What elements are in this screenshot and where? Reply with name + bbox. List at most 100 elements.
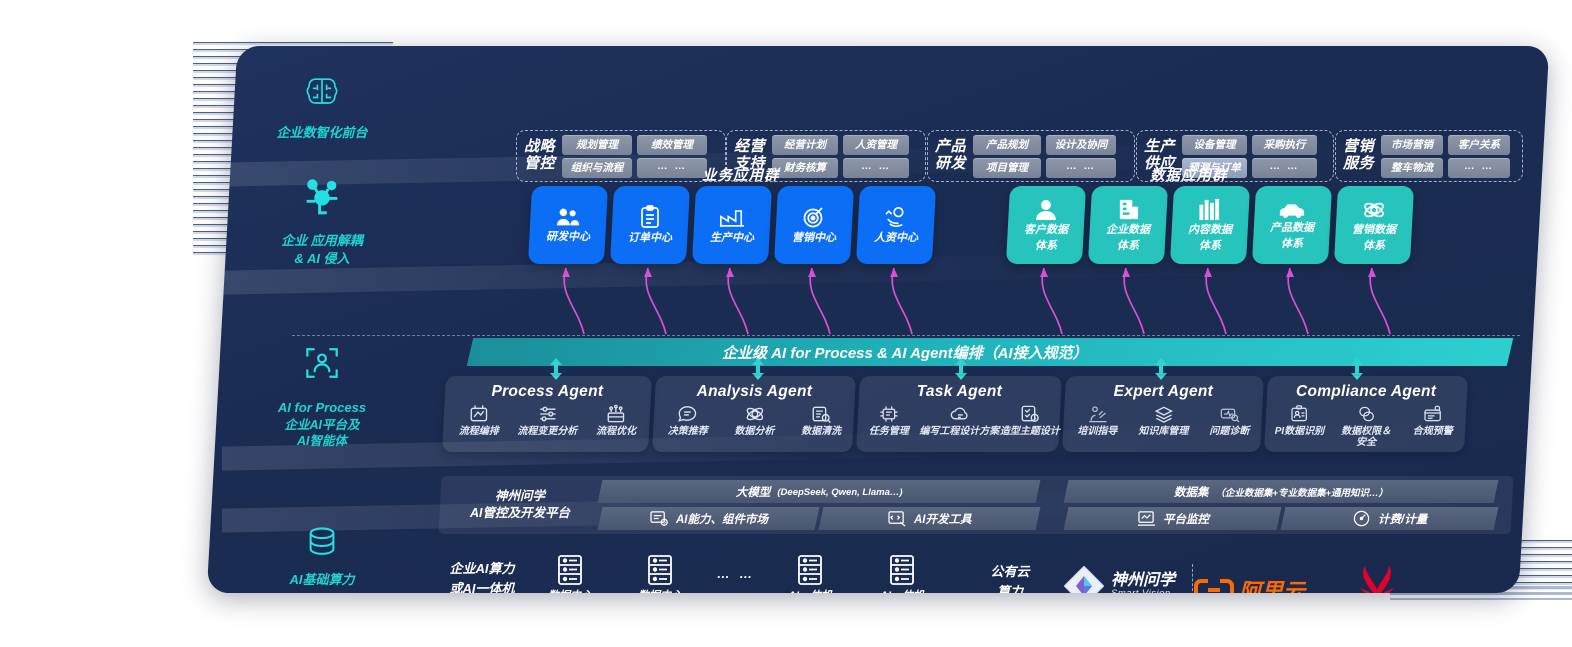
server-icon [798,555,822,585]
group-item[interactable]: 人资管理 [843,134,910,155]
app-card-order-center[interactable]: 订单中心 [609,186,691,264]
agent-item[interactable]: 数据权限＆安全 [1333,404,1400,448]
dataset-label: 数据集 [1173,486,1209,499]
ai-platform-strip: 神州问学 AI管控及开发平台 大模型 (DeepSeek, Qwen, Llam… [438,476,1514,534]
agent-card-process[interactable]: Process Agent 流程编排 流程变更分析 流程优化 [442,376,652,452]
group-item[interactable]: 项目管理 [973,157,1042,178]
data-card-enterprise[interactable]: 企业数据 体系 [1087,186,1169,264]
group-item[interactable]: 采购执行 [1252,134,1318,155]
agent-item[interactable]: 决策推荐 [654,404,721,437]
group-item[interactable]: 组织与流程 [562,157,633,178]
dev-tools-bar[interactable]: AI开发工具 [818,507,1041,530]
group-item[interactable]: 绩效管理 [637,134,708,155]
agent-item[interactable]: 数据清洗 [788,404,855,437]
platform-monitor-bar[interactable]: 平台监控 [1063,507,1282,530]
data-card-customer[interactable]: 客户数据 体系 [1005,186,1087,264]
agent-item[interactable]: 流程编排 [444,404,513,437]
group-item[interactable]: 产品规划 [973,134,1042,155]
group-item[interactable]: 规划管理 [562,134,633,155]
cluster-title-business: 业务应用群 [702,168,780,184]
group-item[interactable]: 财务核算 [772,157,839,178]
data-card-label-2: 体系 [1035,239,1057,252]
infra-data-center-1[interactable]: 数据中心 [532,554,608,593]
platform-right-column: 数据集 （企业数据集+专业数据集+通用知识…） 平台监控 计费/计量 [1063,480,1499,530]
rail-label-line2: 企业AI平台及 [284,417,360,432]
group-item-more[interactable]: … … [843,157,910,178]
agent-item[interactable]: 造型主题设计 [999,404,1060,437]
large-model-bar[interactable]: 大模型 (DeepSeek, Qwen, Llama…) [597,480,1041,503]
data-card-label-2: 体系 [1363,240,1385,252]
group-item[interactable]: 经营计划 [772,134,839,155]
person-scan-icon [222,341,422,389]
large-model-sublabel: (DeepSeek, Qwen, Llama…) [777,486,903,497]
infra-ai-appliance-2[interactable]: AI一体机 [864,554,940,593]
infra-label: 数据中心 [638,590,682,593]
server-icon [890,555,914,585]
component-market-bar[interactable]: AI能力、组件市场 [597,507,820,530]
car-icon [1279,203,1305,218]
agent-card-analysis[interactable]: Analysis Agent 决策推荐 数据分析 数据清洗 [652,376,856,452]
agent-item[interactable]: 问题诊断 [1196,404,1262,437]
group-item[interactable]: 整车物流 [1381,157,1444,178]
infra-data-center-2[interactable]: 数据中心 [622,554,698,593]
agent-item[interactable]: 培训指导 [1064,404,1130,437]
infra-label-line2: 算力 [996,584,1023,593]
decision-icon [678,406,697,422]
group-item[interactable]: 市场营销 [1381,134,1444,155]
agent-card-expert[interactable]: Expert Agent 培训指导 知识库管理 问题诊断 [1062,376,1264,452]
group-item-more[interactable]: … … [1448,157,1511,178]
group-item[interactable]: 设备管理 [1182,134,1248,155]
agent-item[interactable]: 编写工程设计方案 [919,404,999,437]
app-card-hr-center[interactable]: 人资中心 [855,186,937,264]
data-card-content[interactable]: 内容数据 体系 [1169,186,1251,264]
dev-tools-icon [888,511,906,527]
brain-icon [222,70,422,118]
app-card-marketing-center[interactable]: 营销中心 [773,186,855,264]
agent-card-task[interactable]: Task Agent 任务管理 编写工程设计方案 造型主题设计 [856,376,1062,452]
infra-public-cloud: 公有云 算力 [960,564,1060,593]
agent-item[interactable]: PI数据识别 [1266,404,1333,448]
agent-item-label: 造型主题设计 [999,426,1060,437]
agent-item-label: 流程优化 [596,426,637,437]
group-product-rd[interactable]: 产品 研发 产品规划 设计及协同 项目管理 … … [927,130,1135,182]
group-name: 产品 研发 [935,138,967,172]
data-card-product[interactable]: 产品数据 体系 [1251,186,1333,264]
app-card-label: 订单中心 [628,232,672,245]
group-item[interactable]: 客户关系 [1448,134,1511,155]
agent-item[interactable]: 数据分析 [721,404,788,437]
logo-name: 神州问学 [1111,571,1176,589]
agent-item[interactable]: 任务管理 [858,404,919,437]
infra-label: AI一体机 [788,590,832,593]
billing-label: 计费/计量 [1377,513,1428,526]
group-item-more[interactable]: … … [1046,157,1117,178]
group-marketing-service[interactable]: 营销 服务 市场营销 客户关系 整车物流 … … [1335,130,1523,182]
app-card-rd-center[interactable]: 研发中心 [527,186,609,264]
data-card-marketing[interactable]: 营销数据 体系 [1333,186,1415,264]
app-card-label: 生产中心 [710,231,754,244]
infra-ai-appliance-1[interactable]: AI一体机 [772,554,848,593]
billing-bar[interactable]: 计费/计量 [1280,507,1499,530]
smart-vision-logo[interactable]: 神州问学 Smart Vision [1064,566,1175,593]
group-strategy[interactable]: 战略 管控 规划管理 绩效管理 组织与流程 … … [516,130,726,182]
app-card-production-center[interactable]: 生产中心 [691,186,773,264]
rail-label: AI基础算力 [289,572,355,587]
slider-list-icon [539,406,556,422]
rail-label-line1: AI for Process [277,400,367,415]
infra-more-dots: … … [706,566,766,582]
agent-item[interactable]: 流程变更分析 [513,404,582,437]
agent-item[interactable]: 知识库管理 [1130,404,1196,437]
group-item-more[interactable]: … … [1252,157,1318,178]
group-item-more[interactable]: … … [637,157,708,178]
rail-label-line3: AI智能体 [296,434,347,449]
agent-item[interactable]: 流程优化 [582,404,651,437]
component-market-icon [649,511,668,526]
agent-item[interactable]: 合规预警 [1399,404,1466,448]
agent-item-label: 任务管理 [868,426,909,437]
agent-card-compliance[interactable]: Compliance Agent PI数据识别 数据权限＆安全 合规预警 [1264,376,1468,452]
dataset-sublabel: （企业数据集+专业数据集+通用知识…） [1215,487,1389,499]
database-icon [222,521,422,567]
dataset-bar[interactable]: 数据集 （企业数据集+专业数据集+通用知识…） [1063,480,1499,503]
aliyun-logo[interactable]: 阿里云 [1194,574,1305,593]
group-item[interactable]: 设计及协同 [1046,134,1117,155]
huawei-logo[interactable]: HUAWEI [1332,564,1422,593]
